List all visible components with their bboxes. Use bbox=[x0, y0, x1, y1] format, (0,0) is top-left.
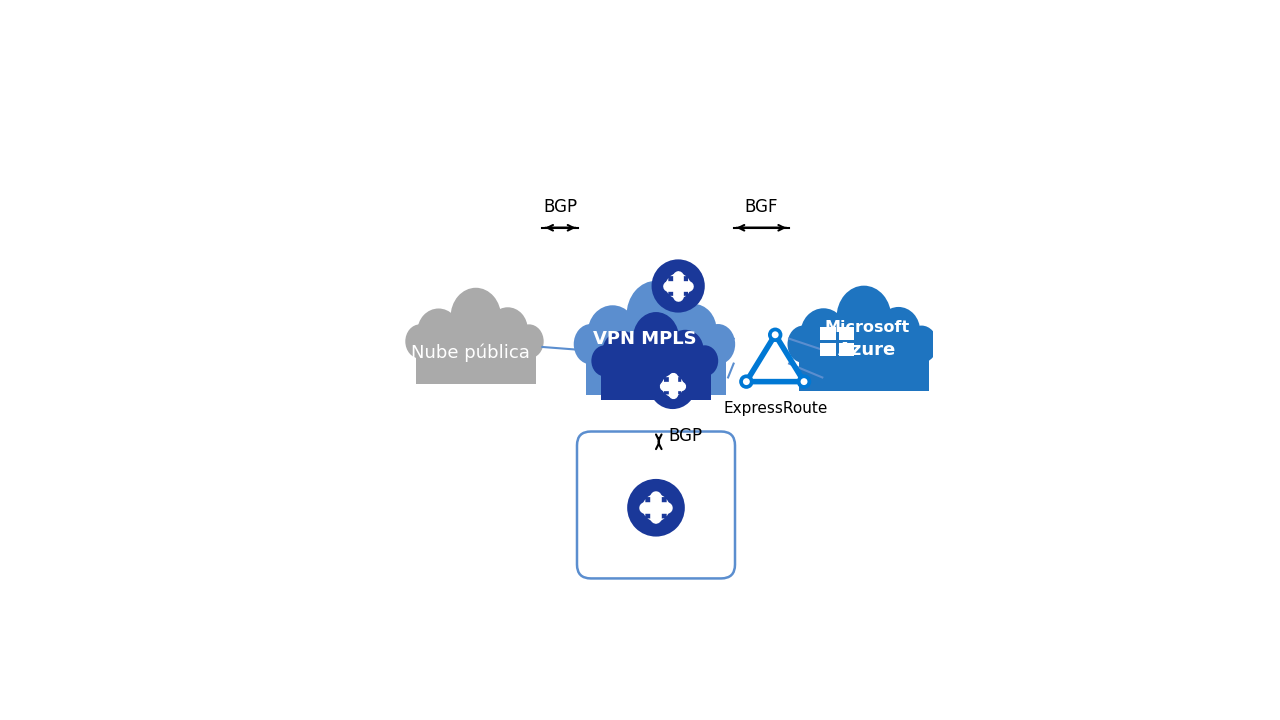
Text: BGP: BGP bbox=[543, 197, 577, 215]
Ellipse shape bbox=[611, 336, 701, 397]
Text: Azure: Azure bbox=[837, 341, 896, 359]
Circle shape bbox=[739, 374, 754, 389]
Circle shape bbox=[742, 378, 750, 385]
Polygon shape bbox=[689, 278, 692, 294]
Ellipse shape bbox=[669, 304, 717, 356]
FancyBboxPatch shape bbox=[577, 431, 735, 578]
Bar bbox=[820, 327, 836, 340]
Ellipse shape bbox=[906, 325, 937, 363]
Ellipse shape bbox=[667, 330, 704, 369]
FancyBboxPatch shape bbox=[799, 344, 929, 391]
Ellipse shape bbox=[451, 288, 500, 346]
Text: BGP: BGP bbox=[668, 427, 703, 445]
Ellipse shape bbox=[837, 286, 891, 349]
Circle shape bbox=[768, 328, 782, 342]
Text: ExpressRoute: ExpressRoute bbox=[723, 402, 827, 416]
Circle shape bbox=[627, 479, 685, 536]
Ellipse shape bbox=[417, 308, 460, 355]
Text: Microsoft: Microsoft bbox=[824, 320, 909, 335]
Circle shape bbox=[772, 331, 778, 338]
Circle shape bbox=[797, 374, 812, 389]
Ellipse shape bbox=[515, 324, 544, 359]
FancyBboxPatch shape bbox=[416, 341, 536, 384]
Ellipse shape bbox=[787, 325, 819, 363]
Ellipse shape bbox=[573, 324, 608, 364]
FancyBboxPatch shape bbox=[586, 344, 726, 395]
Ellipse shape bbox=[800, 308, 846, 359]
Polygon shape bbox=[667, 499, 672, 516]
Ellipse shape bbox=[598, 312, 714, 391]
Ellipse shape bbox=[588, 305, 637, 360]
Ellipse shape bbox=[488, 307, 527, 351]
Ellipse shape bbox=[591, 346, 618, 377]
Circle shape bbox=[649, 362, 696, 409]
Polygon shape bbox=[666, 373, 680, 377]
Bar bbox=[838, 327, 854, 340]
Polygon shape bbox=[671, 296, 686, 301]
Ellipse shape bbox=[877, 307, 920, 355]
Polygon shape bbox=[666, 395, 680, 399]
Ellipse shape bbox=[406, 324, 435, 359]
Text: BGF: BGF bbox=[745, 197, 778, 215]
Text: VPN MPLS: VPN MPLS bbox=[593, 330, 696, 348]
Ellipse shape bbox=[626, 281, 686, 350]
Polygon shape bbox=[640, 499, 645, 516]
Ellipse shape bbox=[691, 346, 718, 377]
Ellipse shape bbox=[603, 331, 641, 373]
Circle shape bbox=[800, 378, 808, 385]
Polygon shape bbox=[671, 271, 686, 276]
Text: Nube pública: Nube pública bbox=[411, 343, 530, 361]
FancyBboxPatch shape bbox=[602, 361, 710, 400]
Ellipse shape bbox=[632, 312, 680, 365]
Polygon shape bbox=[659, 379, 664, 393]
Polygon shape bbox=[648, 492, 664, 497]
Circle shape bbox=[652, 259, 705, 312]
Ellipse shape bbox=[701, 324, 735, 364]
Ellipse shape bbox=[810, 314, 918, 387]
Polygon shape bbox=[648, 518, 664, 523]
Polygon shape bbox=[663, 278, 668, 294]
Bar bbox=[820, 343, 836, 356]
Ellipse shape bbox=[426, 314, 526, 381]
Polygon shape bbox=[681, 379, 685, 393]
Bar bbox=[838, 343, 854, 356]
